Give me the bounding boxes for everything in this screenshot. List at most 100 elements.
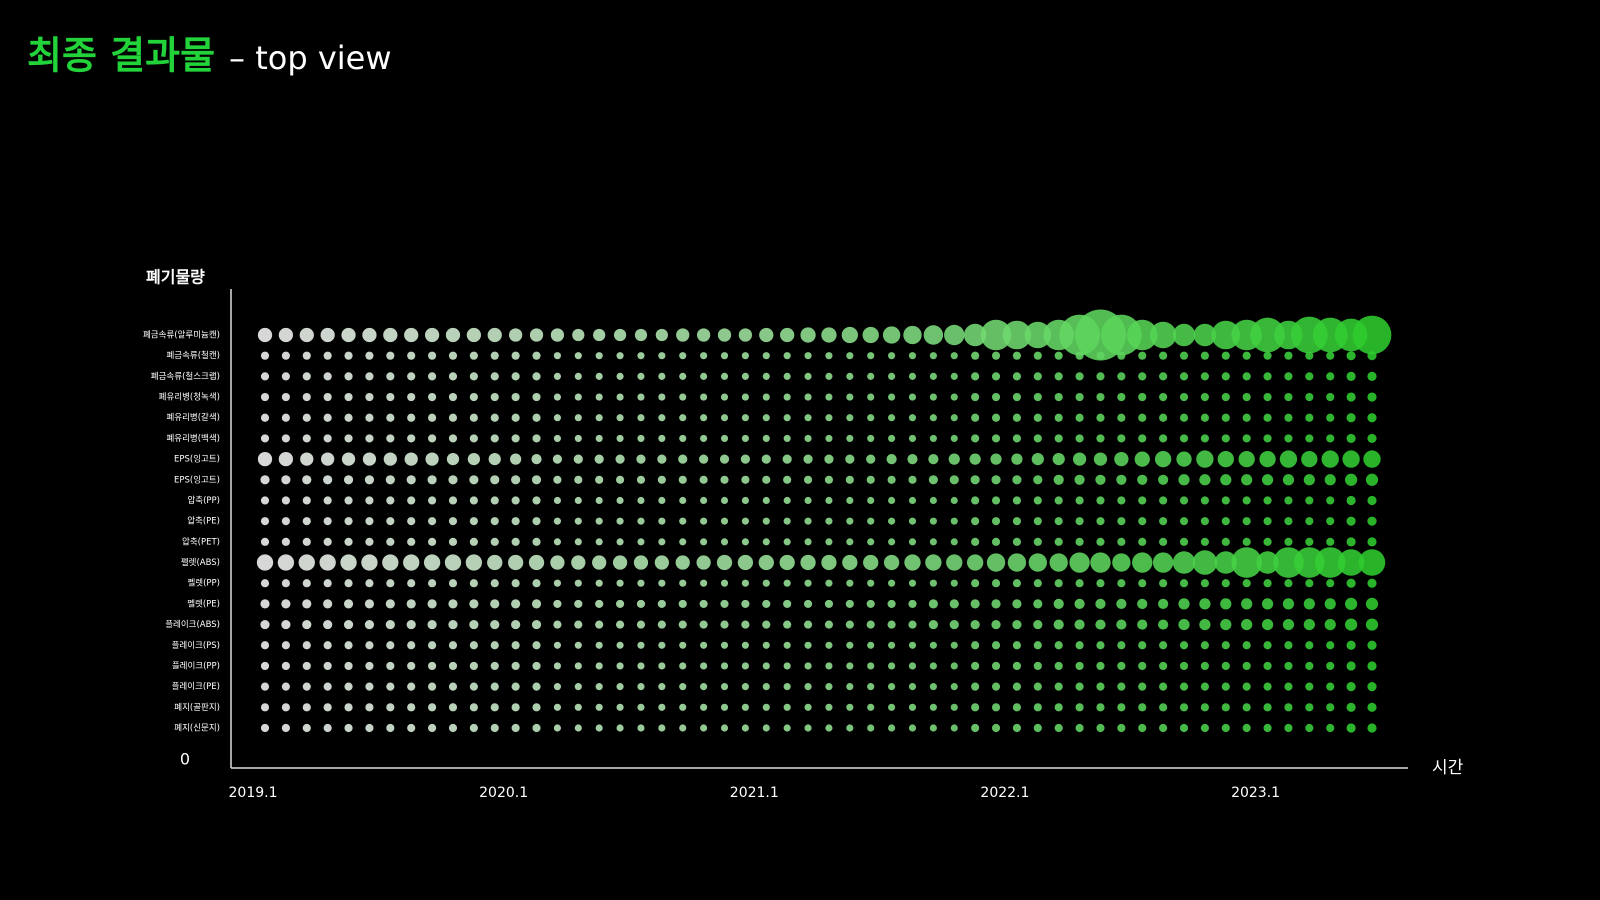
bubble bbox=[532, 351, 541, 360]
bubble bbox=[323, 351, 332, 360]
bubble bbox=[991, 372, 1001, 381]
bubble bbox=[1346, 537, 1356, 547]
bubble bbox=[950, 703, 958, 711]
bubble bbox=[846, 683, 854, 691]
bubble bbox=[867, 414, 875, 422]
bubble bbox=[469, 351, 478, 360]
bubble bbox=[636, 454, 646, 464]
bubble bbox=[344, 703, 353, 712]
bubble bbox=[323, 392, 332, 402]
bubble bbox=[971, 517, 980, 526]
bubble bbox=[1241, 618, 1253, 631]
bubble bbox=[428, 723, 437, 733]
bubble bbox=[1138, 723, 1147, 733]
bubble bbox=[1282, 474, 1295, 486]
bubble bbox=[928, 619, 938, 630]
bubble bbox=[1344, 597, 1358, 611]
bubble bbox=[344, 413, 353, 422]
bubble bbox=[1326, 682, 1335, 691]
bubble bbox=[595, 372, 603, 380]
bubble bbox=[986, 553, 1006, 572]
bubble bbox=[882, 326, 901, 344]
bubble bbox=[741, 683, 749, 691]
bubble bbox=[595, 538, 603, 546]
bubble bbox=[1263, 682, 1272, 691]
bubble bbox=[762, 393, 770, 401]
bubble bbox=[1075, 661, 1084, 671]
bubble bbox=[637, 683, 645, 691]
bubble bbox=[428, 517, 437, 526]
bubble bbox=[1117, 517, 1126, 526]
bubble bbox=[281, 537, 290, 546]
bubble bbox=[571, 555, 586, 570]
bubble bbox=[679, 662, 687, 670]
bubble bbox=[1242, 641, 1251, 650]
bubble bbox=[1367, 392, 1377, 402]
bubble bbox=[616, 517, 624, 525]
bubble bbox=[320, 327, 335, 343]
bubble bbox=[783, 641, 791, 649]
bubble bbox=[1326, 372, 1335, 381]
x-tick-label: 2019.1 bbox=[229, 785, 278, 801]
row-label: 폐금속류(철스크랩) bbox=[151, 371, 220, 382]
bubble bbox=[532, 496, 541, 505]
bubble bbox=[1012, 496, 1022, 505]
bubble bbox=[1221, 723, 1230, 733]
bubble bbox=[323, 413, 332, 422]
bubble bbox=[1126, 319, 1158, 351]
bubble bbox=[929, 703, 937, 711]
bubble bbox=[616, 372, 624, 380]
bubble bbox=[678, 620, 687, 629]
bubble bbox=[1367, 413, 1377, 423]
bubble bbox=[616, 683, 624, 691]
bubble bbox=[1116, 474, 1127, 485]
bubble bbox=[804, 662, 812, 670]
bubble bbox=[782, 454, 792, 464]
bubble bbox=[1117, 661, 1126, 671]
bubble bbox=[574, 662, 582, 670]
bubble bbox=[657, 620, 666, 629]
bubble bbox=[700, 393, 708, 401]
bubble bbox=[1096, 496, 1105, 505]
bubble bbox=[1200, 537, 1209, 546]
bubble bbox=[804, 579, 812, 587]
bubble bbox=[1263, 351, 1272, 360]
bubble bbox=[407, 682, 416, 691]
bubble bbox=[783, 496, 791, 505]
bubble bbox=[1367, 495, 1377, 506]
bubble bbox=[867, 724, 875, 732]
bubble bbox=[824, 620, 834, 629]
bubble bbox=[846, 538, 854, 546]
bubble bbox=[1075, 496, 1084, 505]
bubble bbox=[1326, 537, 1335, 546]
bubble bbox=[991, 641, 1001, 650]
bubble bbox=[532, 517, 541, 526]
bubble bbox=[741, 496, 749, 505]
bubble bbox=[615, 599, 625, 608]
bubble bbox=[825, 579, 833, 587]
bubble bbox=[1242, 413, 1251, 422]
bubble bbox=[1367, 661, 1377, 671]
bubble bbox=[1012, 434, 1022, 443]
bubble bbox=[720, 599, 729, 608]
bubble bbox=[553, 579, 561, 587]
row-label: 압축(PP) bbox=[187, 496, 220, 506]
bubble bbox=[1002, 320, 1032, 350]
row-label: 폐유리병(백색) bbox=[166, 433, 220, 444]
bubble bbox=[867, 434, 875, 442]
bubble bbox=[1114, 451, 1129, 467]
bubble bbox=[780, 327, 795, 343]
bubble bbox=[302, 703, 311, 712]
bubble bbox=[888, 372, 896, 380]
x-axis-label: 시간 bbox=[1432, 758, 1464, 778]
bubble bbox=[340, 554, 357, 571]
bubble bbox=[720, 662, 729, 670]
bubble bbox=[846, 434, 854, 442]
row-label: 플레이크(PS) bbox=[172, 640, 220, 651]
bubble bbox=[821, 554, 837, 571]
bubble bbox=[908, 517, 917, 525]
bubble bbox=[1012, 682, 1022, 691]
bubble bbox=[302, 537, 311, 546]
bubble bbox=[1179, 579, 1189, 588]
bubble bbox=[1075, 682, 1084, 691]
